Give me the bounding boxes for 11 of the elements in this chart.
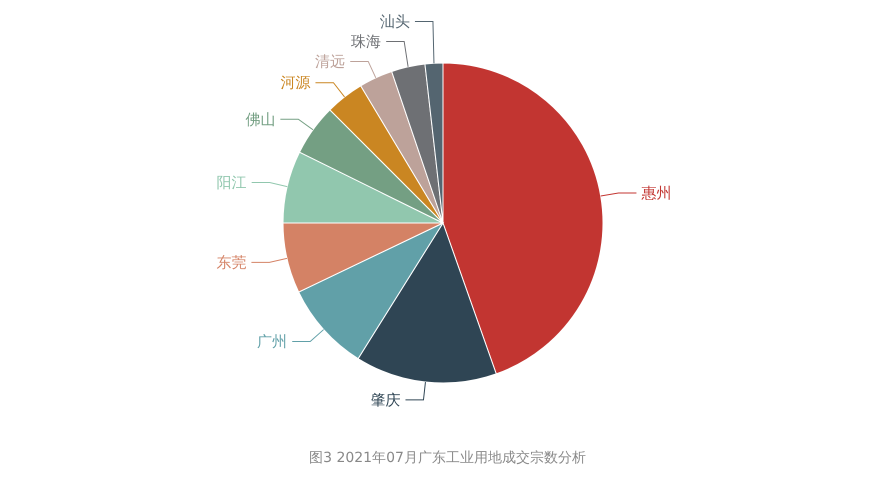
slice-label: 汕头 [380,12,410,30]
slice-label: 阳江 [216,174,247,192]
slice-label: 河源 [280,74,310,92]
slice-label: 珠海 [351,32,382,50]
slice-label: 佛山 [245,110,276,128]
slice-label: 惠州 [640,184,672,202]
slice-label: 广州 [257,332,288,351]
slice-label: 东莞 [216,253,246,272]
slice-label: 清远 [315,52,346,70]
slice-label: 肇庆 [370,390,400,409]
text: 图3 2021年07月广东工业用地成交宗数分析 [309,450,586,466]
